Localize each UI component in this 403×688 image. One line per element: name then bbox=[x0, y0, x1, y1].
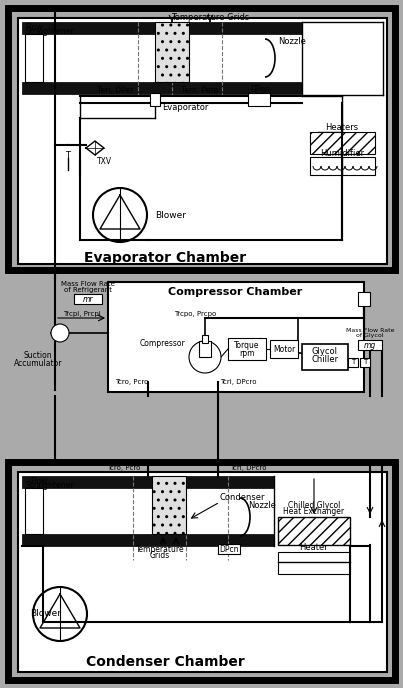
Text: Temperature: Temperature bbox=[136, 546, 184, 555]
Bar bbox=[22, 476, 274, 488]
Text: of Glycol: of Glycol bbox=[356, 334, 384, 338]
Circle shape bbox=[51, 324, 69, 342]
Bar bbox=[358, 340, 382, 350]
Text: mr: mr bbox=[83, 294, 93, 303]
Text: Tcro, Pcro: Tcro, Pcro bbox=[114, 379, 148, 385]
Bar bbox=[248, 93, 270, 106]
Text: Mass Flow Rate: Mass Flow Rate bbox=[61, 281, 115, 287]
Text: DPen: DPen bbox=[250, 85, 270, 94]
Text: Flow: Flow bbox=[30, 477, 48, 486]
Text: T: T bbox=[351, 359, 355, 365]
Bar bbox=[278, 552, 350, 574]
Text: Mass Flow Rate: Mass Flow Rate bbox=[346, 327, 394, 332]
Text: Straightener: Straightener bbox=[25, 28, 73, 36]
Bar bbox=[155, 22, 189, 82]
Text: Chiller: Chiller bbox=[312, 356, 339, 365]
Bar bbox=[310, 132, 375, 154]
Text: Humidifier: Humidifier bbox=[320, 149, 364, 158]
Bar bbox=[150, 93, 160, 106]
Text: Straightener: Straightener bbox=[25, 482, 73, 491]
Circle shape bbox=[189, 341, 221, 373]
Text: Chilled Glycol: Chilled Glycol bbox=[288, 502, 340, 510]
Bar bbox=[25, 488, 43, 534]
Text: Blower: Blower bbox=[30, 610, 61, 619]
Text: Heat Exchanger: Heat Exchanger bbox=[283, 508, 345, 517]
Bar bbox=[358, 292, 370, 306]
Text: Condenser Chamber: Condenser Chamber bbox=[85, 655, 244, 669]
Bar bbox=[18, 18, 387, 264]
Bar bbox=[8, 462, 395, 680]
Text: DPcn: DPcn bbox=[219, 544, 239, 554]
Bar bbox=[22, 534, 274, 546]
Bar bbox=[74, 294, 102, 304]
Text: Compressor Chamber: Compressor Chamber bbox=[168, 287, 302, 297]
Text: Evaporator Chamber: Evaporator Chamber bbox=[84, 251, 246, 265]
Text: Grids: Grids bbox=[150, 552, 170, 561]
Bar bbox=[199, 341, 211, 357]
Text: of Refrigerant: of Refrigerant bbox=[64, 287, 112, 293]
Circle shape bbox=[93, 188, 147, 242]
Bar bbox=[25, 34, 43, 82]
Text: Flow: Flow bbox=[25, 23, 42, 32]
Bar bbox=[302, 344, 348, 370]
Circle shape bbox=[33, 587, 87, 641]
Text: Trcpo, Prcpo: Trcpo, Prcpo bbox=[174, 311, 216, 317]
Text: Accumulator: Accumulator bbox=[14, 358, 62, 367]
Text: Compressor: Compressor bbox=[139, 338, 185, 347]
Text: Suction: Suction bbox=[24, 352, 52, 361]
Text: Heaters: Heaters bbox=[326, 122, 359, 131]
Bar bbox=[218, 544, 240, 554]
Text: Teri, DPer: Teri, DPer bbox=[97, 85, 133, 94]
Bar bbox=[202, 335, 208, 343]
Text: Glycol: Glycol bbox=[312, 347, 338, 356]
Bar bbox=[18, 472, 387, 672]
Text: T: T bbox=[66, 151, 71, 160]
Text: T: T bbox=[363, 359, 367, 365]
Bar bbox=[22, 22, 302, 34]
Text: Tero, Pero: Tero, Pero bbox=[181, 85, 218, 94]
Bar bbox=[348, 358, 358, 367]
Bar bbox=[360, 358, 370, 367]
Bar bbox=[22, 82, 302, 94]
Text: Nozzle: Nozzle bbox=[278, 38, 306, 47]
Text: Blower: Blower bbox=[155, 211, 186, 219]
Text: rpm: rpm bbox=[239, 350, 255, 358]
Bar bbox=[152, 476, 186, 534]
Text: Nozzle: Nozzle bbox=[248, 500, 276, 510]
Text: Heater: Heater bbox=[299, 544, 328, 552]
Text: Tcro, Pcro: Tcro, Pcro bbox=[107, 465, 140, 471]
Text: TXV: TXV bbox=[97, 156, 112, 166]
Bar bbox=[278, 517, 350, 545]
Text: Condenser: Condenser bbox=[220, 493, 266, 502]
Text: mg: mg bbox=[364, 341, 376, 350]
Bar bbox=[270, 340, 298, 358]
Bar bbox=[8, 8, 395, 270]
Text: Evaporator: Evaporator bbox=[162, 103, 208, 113]
Text: Torque: Torque bbox=[234, 341, 260, 350]
Text: Tcri, DPcro: Tcri, DPcro bbox=[230, 465, 266, 471]
Text: Temperature Grids: Temperature Grids bbox=[171, 12, 249, 21]
Bar bbox=[228, 338, 266, 360]
Bar bbox=[310, 157, 375, 175]
Text: Trcpi, Prcpi: Trcpi, Prcpi bbox=[63, 311, 101, 317]
Text: Tcri, DPcro: Tcri, DPcro bbox=[220, 379, 256, 385]
Bar bbox=[108, 282, 364, 392]
Text: Motor: Motor bbox=[273, 345, 295, 354]
